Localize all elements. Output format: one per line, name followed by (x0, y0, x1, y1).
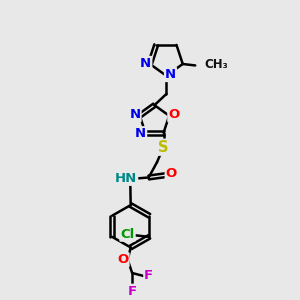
Text: Cl: Cl (120, 228, 135, 241)
Text: F: F (144, 269, 153, 282)
Text: O: O (117, 253, 129, 266)
Text: F: F (128, 285, 137, 298)
Text: HN: HN (115, 172, 137, 185)
Text: N: N (129, 108, 141, 121)
Text: S: S (158, 140, 169, 155)
Text: N: N (140, 57, 152, 70)
Text: O: O (168, 108, 179, 121)
Text: CH₃: CH₃ (205, 58, 229, 71)
Text: N: N (165, 68, 176, 81)
Text: N: N (135, 127, 146, 140)
Text: O: O (166, 167, 177, 181)
